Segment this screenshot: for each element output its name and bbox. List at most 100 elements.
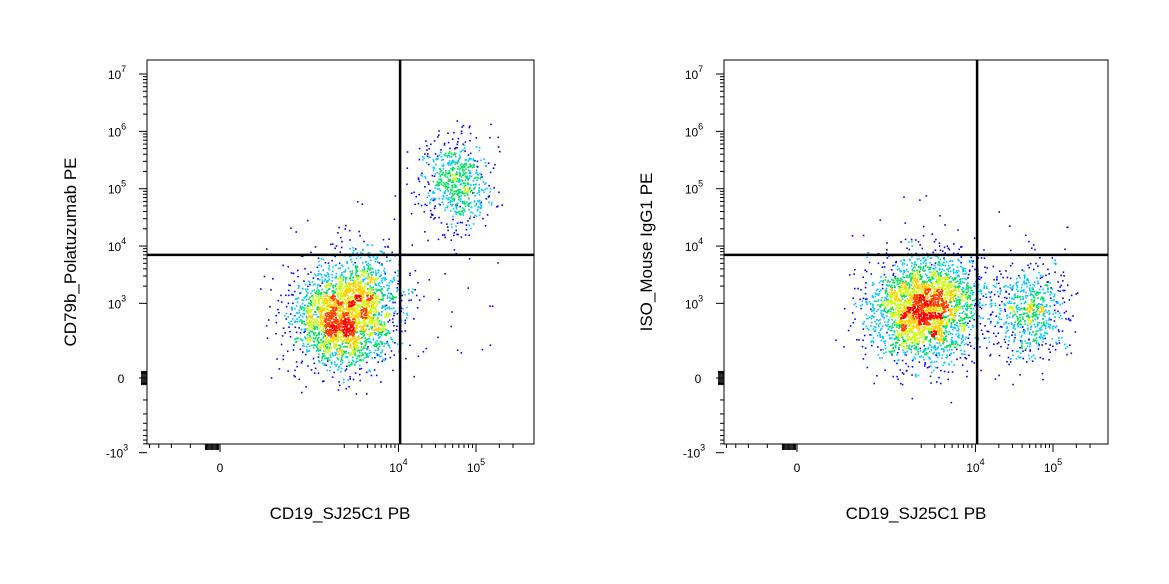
event-dot	[956, 270, 958, 272]
event-dot	[980, 369, 982, 372]
event-dot	[309, 321, 311, 323]
event-dot	[451, 195, 453, 198]
event-dot	[328, 299, 330, 302]
event-dot	[340, 338, 342, 341]
event-dot	[1039, 277, 1042, 279]
event-dot	[330, 315, 333, 317]
event-dot	[472, 159, 475, 162]
event-dot	[388, 308, 391, 310]
event-dot	[354, 328, 357, 331]
event-dot	[964, 270, 967, 273]
event-dot	[440, 156, 443, 158]
event-dot	[891, 323, 894, 325]
event-dot	[1020, 336, 1023, 338]
event-dot	[876, 335, 879, 337]
event-dot	[354, 327, 357, 329]
event-dot	[1054, 259, 1056, 261]
event-dot	[362, 327, 365, 330]
event-dot	[351, 298, 353, 301]
x-tick-exponent: 5	[480, 457, 485, 467]
event-dot	[931, 233, 934, 235]
event-dot	[358, 364, 361, 367]
event-dot	[361, 348, 364, 351]
event-dot	[426, 196, 428, 199]
event-dot	[378, 284, 380, 287]
event-dot	[328, 278, 331, 280]
event-dot	[356, 315, 359, 317]
event-dot	[347, 294, 349, 297]
event-dot	[914, 353, 917, 355]
event-dot	[375, 345, 378, 348]
event-dot	[320, 318, 323, 320]
event-dot	[310, 369, 313, 371]
event-dot	[966, 307, 969, 310]
event-dot	[310, 321, 313, 324]
event-dot	[904, 270, 906, 272]
event-dot	[347, 316, 349, 319]
event-dot	[365, 272, 367, 275]
event-dot	[350, 304, 352, 307]
event-dot	[319, 313, 322, 315]
event-dot	[1051, 326, 1054, 328]
event-dot	[1034, 248, 1036, 251]
event-dot	[414, 203, 416, 206]
event-dot	[956, 329, 958, 332]
event-dot	[327, 304, 329, 306]
event-dot	[355, 340, 358, 342]
event-dot	[359, 285, 362, 287]
event-dot	[304, 283, 307, 286]
event-dot	[380, 355, 382, 358]
event-dot	[432, 199, 435, 202]
event-dot	[363, 289, 365, 291]
event-dot	[348, 327, 350, 330]
event-dot	[390, 350, 393, 352]
event-dot	[1023, 302, 1026, 305]
event-dot	[360, 294, 362, 296]
event-dot	[337, 339, 340, 342]
event-dot	[461, 126, 463, 128]
event-dot	[461, 192, 464, 195]
event-dot	[961, 266, 963, 269]
event-dot	[370, 289, 372, 292]
event-dot	[380, 314, 383, 317]
event-dot	[476, 160, 479, 163]
event-dot	[307, 338, 309, 341]
event-dot	[369, 299, 371, 301]
event-dot	[354, 248, 357, 250]
event-dot	[1014, 302, 1016, 304]
event-dot	[944, 272, 947, 275]
event-dot	[362, 310, 365, 313]
event-dot	[877, 262, 880, 265]
event-dot	[380, 299, 383, 301]
event-dot	[381, 306, 384, 309]
event-dot	[891, 333, 894, 336]
event-dot	[377, 294, 379, 297]
event-dot	[332, 308, 335, 310]
event-dot	[481, 189, 483, 191]
event-dot	[1004, 310, 1007, 312]
event-dot	[356, 276, 358, 279]
event-dot	[341, 361, 344, 364]
event-dot	[455, 213, 457, 215]
event-dot	[428, 194, 430, 197]
event-dot	[964, 273, 967, 275]
event-dot	[1058, 339, 1060, 342]
event-dot	[349, 289, 351, 292]
event-dot	[1050, 290, 1052, 293]
event-dot	[1046, 281, 1049, 283]
event-dot	[360, 358, 362, 361]
event-dot	[319, 305, 322, 308]
event-dot	[919, 347, 922, 350]
event-dot	[452, 180, 454, 182]
event-dot	[455, 180, 458, 183]
event-dot	[280, 294, 282, 297]
event-dot	[303, 323, 305, 325]
event-dot	[969, 341, 971, 344]
event-dot	[371, 316, 374, 318]
event-dot	[378, 313, 380, 316]
event-dot	[433, 197, 435, 199]
event-dot	[276, 358, 278, 360]
event-dot	[417, 177, 420, 179]
event-dot	[377, 261, 379, 263]
event-dot	[960, 246, 963, 248]
